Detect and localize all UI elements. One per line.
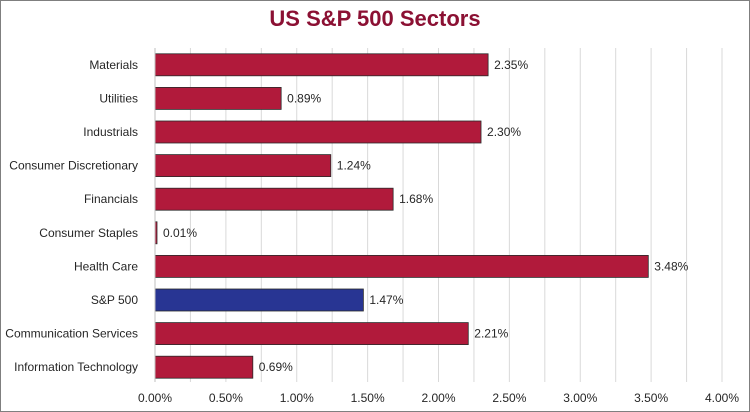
data-label: 3.48%: [654, 259, 688, 273]
category-label: Consumer Discretionary: [9, 159, 138, 173]
bar: [154, 288, 364, 312]
category-label: Information Technology: [14, 360, 138, 374]
category-label: Utilities: [99, 91, 138, 105]
category-label: Health Care: [74, 259, 138, 273]
x-tick-label: 0.50%: [209, 391, 243, 405]
bar: [154, 254, 649, 278]
data-label: 2.30%: [487, 125, 521, 139]
category-label: Industrials: [83, 125, 138, 139]
x-tick-label: 1.00%: [280, 391, 314, 405]
data-label: 0.69%: [259, 360, 293, 374]
data-label: 0.01%: [163, 226, 197, 240]
category-label: Financials: [84, 192, 138, 206]
bar: [154, 154, 332, 178]
chart-title: US S&P 500 Sectors: [269, 6, 481, 31]
category-label: Communication Services: [5, 327, 138, 341]
x-tick-label: 1.50%: [351, 391, 385, 405]
x-tick-label: 4.00%: [705, 391, 739, 405]
data-label: 1.68%: [399, 192, 433, 206]
data-label: 1.47%: [369, 293, 403, 307]
x-tick-label: 3.50%: [634, 391, 668, 405]
bar: [154, 355, 254, 379]
data-label: 0.89%: [287, 91, 321, 105]
x-tick-label: 2.00%: [421, 391, 455, 405]
x-tick-label: 3.00%: [563, 391, 597, 405]
bar: [154, 87, 282, 110]
category-label: Consumer Staples: [39, 226, 138, 240]
bar: [154, 53, 489, 77]
x-tick-label: 2.50%: [492, 391, 526, 405]
data-label: 2.21%: [474, 327, 508, 341]
bar: [154, 322, 469, 346]
bar: [154, 187, 394, 211]
category-label: Materials: [89, 58, 138, 72]
data-label: 1.24%: [337, 159, 371, 173]
bar: [154, 120, 482, 144]
data-label: 2.35%: [494, 58, 528, 72]
category-label: S&P 500: [91, 293, 138, 307]
x-tick-label: 0.00%: [138, 391, 172, 405]
